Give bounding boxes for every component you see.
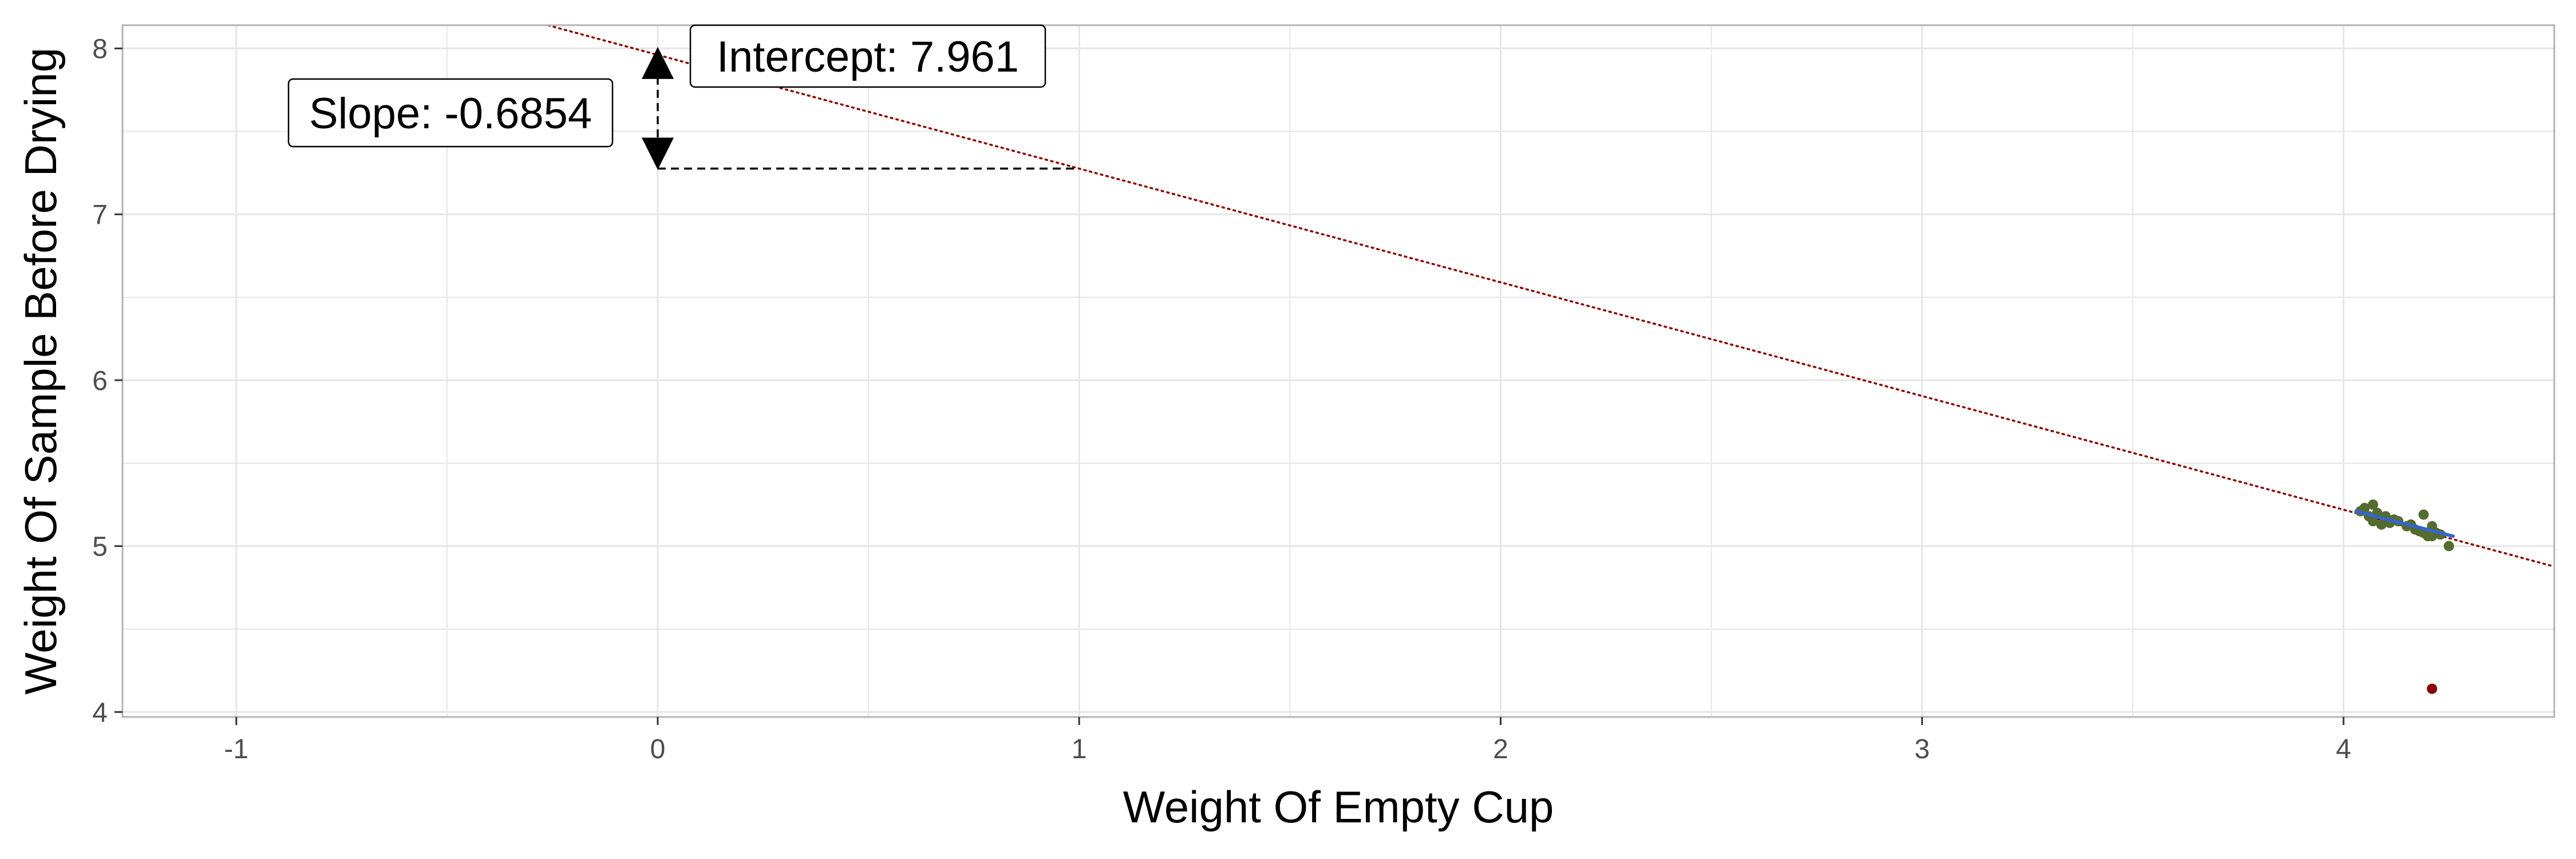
y-tick-label: 6 [92,366,108,396]
arrow-head-up [642,46,674,79]
x-axis-title: Weight Of Empty Cup [1123,782,1554,832]
data-point [2368,516,2379,527]
x-tick-label: 1 [1072,734,1087,765]
y-tick-label: 8 [92,34,108,65]
intercept-label-box [689,24,1046,88]
slope-label-box [287,78,614,148]
data-point [2418,509,2429,520]
outlier-point [2427,683,2437,694]
panel-border [121,24,2555,718]
y-tick-label: 7 [92,200,108,230]
data-point [2359,502,2370,513]
y-tick-label: 4 [92,698,108,728]
x-axis: -1 0 1 2 3 4 [224,717,2351,765]
data-point [2376,519,2387,530]
y-axis-title: Weight Of Sample Before Drying [15,48,66,695]
slope-label: Slope: -0.6854 [309,89,592,138]
y-tick-label: 5 [92,532,108,562]
annotation-layer: Slope: -0.6854 Intercept: 7.961 [287,24,1080,170]
plot-layer [544,25,2554,694]
x-tick-label: 3 [1914,734,1930,765]
grid-major [123,25,2554,717]
x-tick-label: 2 [1493,734,1508,765]
arrow-head-down [642,137,674,170]
extended-regression-line [544,25,2554,568]
x-tick-label: -1 [224,734,248,765]
intercept-label: Intercept: 7.961 [717,33,1019,81]
x-tick-label: 4 [2336,734,2352,765]
data-point [2443,541,2454,551]
y-axis: 4 5 6 7 8 [92,34,123,728]
fit-line [2354,509,2455,538]
x-tick-label: 0 [650,734,666,765]
data-point [2368,499,2379,510]
